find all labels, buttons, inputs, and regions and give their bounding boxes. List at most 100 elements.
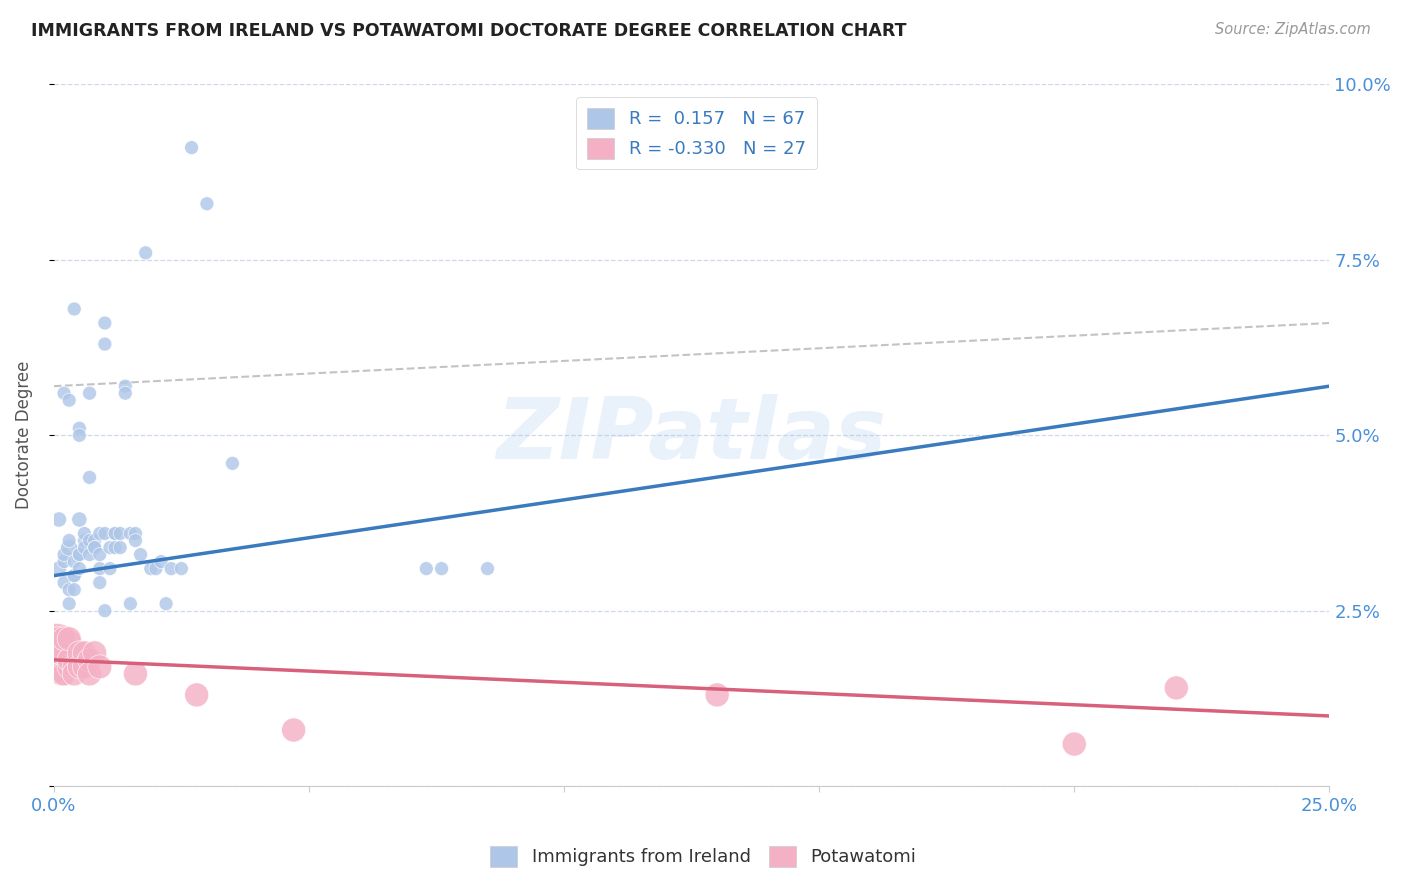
Point xyxy=(83,646,105,660)
Point xyxy=(44,646,66,660)
Point xyxy=(58,533,80,548)
Point xyxy=(48,632,70,646)
Point xyxy=(1063,737,1085,751)
Point xyxy=(477,561,499,575)
Point xyxy=(48,660,70,674)
Point xyxy=(48,561,70,575)
Point xyxy=(108,541,131,555)
Point xyxy=(53,386,76,401)
Point xyxy=(89,526,111,541)
Point xyxy=(124,666,146,681)
Point xyxy=(63,555,86,569)
Point xyxy=(129,548,152,562)
Point xyxy=(1166,681,1188,695)
Point xyxy=(58,541,80,555)
Point xyxy=(706,688,728,702)
Point xyxy=(67,660,90,674)
Point xyxy=(89,548,111,562)
Point xyxy=(79,470,101,484)
Point xyxy=(73,526,96,541)
Point xyxy=(63,582,86,597)
Point xyxy=(83,541,105,555)
Point xyxy=(98,541,121,555)
Point xyxy=(58,597,80,611)
Point xyxy=(58,582,80,597)
Point xyxy=(94,526,117,541)
Point xyxy=(104,526,127,541)
Point xyxy=(120,597,142,611)
Point xyxy=(79,653,101,667)
Point xyxy=(114,386,136,401)
Point xyxy=(89,561,111,575)
Point xyxy=(58,632,80,646)
Point xyxy=(170,561,193,575)
Point xyxy=(58,660,80,674)
Point xyxy=(139,561,162,575)
Point xyxy=(67,421,90,435)
Point xyxy=(430,561,453,575)
Point xyxy=(94,337,117,351)
Point xyxy=(83,533,105,548)
Point xyxy=(149,555,172,569)
Point xyxy=(98,561,121,575)
Point xyxy=(48,512,70,526)
Point xyxy=(73,660,96,674)
Point xyxy=(155,597,177,611)
Text: ZIPatlas: ZIPatlas xyxy=(496,393,887,477)
Point xyxy=(48,646,70,660)
Point xyxy=(104,526,127,541)
Point xyxy=(53,548,76,562)
Point xyxy=(58,393,80,408)
Point xyxy=(120,526,142,541)
Point xyxy=(114,379,136,393)
Point xyxy=(79,666,101,681)
Point xyxy=(67,548,90,562)
Point xyxy=(73,533,96,548)
Point xyxy=(63,660,86,674)
Point xyxy=(160,561,183,575)
Point xyxy=(63,301,86,316)
Point xyxy=(53,666,76,681)
Point xyxy=(63,568,86,582)
Point xyxy=(94,604,117,618)
Y-axis label: Doctorate Degree: Doctorate Degree xyxy=(15,361,32,509)
Point xyxy=(53,555,76,569)
Point xyxy=(51,666,73,681)
Point xyxy=(415,561,437,575)
Legend: Immigrants from Ireland, Potawatomi: Immigrants from Ireland, Potawatomi xyxy=(482,838,924,874)
Point xyxy=(53,632,76,646)
Point xyxy=(89,575,111,590)
Text: IMMIGRANTS FROM IRELAND VS POTAWATOMI DOCTORATE DEGREE CORRELATION CHART: IMMIGRANTS FROM IRELAND VS POTAWATOMI DO… xyxy=(31,22,907,40)
Point xyxy=(145,561,167,575)
Point xyxy=(67,428,90,442)
Point xyxy=(73,541,96,555)
Legend: R =  0.157   N = 67, R = -0.330   N = 27: R = 0.157 N = 67, R = -0.330 N = 27 xyxy=(576,97,817,169)
Point xyxy=(53,575,76,590)
Point xyxy=(79,548,101,562)
Point xyxy=(108,526,131,541)
Point xyxy=(67,548,90,562)
Point xyxy=(195,196,218,211)
Point xyxy=(89,660,111,674)
Point xyxy=(79,533,101,548)
Point xyxy=(180,140,202,154)
Point xyxy=(104,541,127,555)
Point xyxy=(135,245,157,260)
Point xyxy=(63,666,86,681)
Text: Source: ZipAtlas.com: Source: ZipAtlas.com xyxy=(1215,22,1371,37)
Point xyxy=(58,653,80,667)
Point xyxy=(283,723,305,737)
Point xyxy=(124,526,146,541)
Point xyxy=(94,316,117,330)
Point xyxy=(63,568,86,582)
Point xyxy=(79,386,101,401)
Point xyxy=(67,646,90,660)
Point xyxy=(83,541,105,555)
Point xyxy=(67,561,90,575)
Point xyxy=(221,456,243,470)
Point xyxy=(124,533,146,548)
Point xyxy=(67,512,90,526)
Point xyxy=(73,646,96,660)
Point xyxy=(186,688,208,702)
Point xyxy=(53,646,76,660)
